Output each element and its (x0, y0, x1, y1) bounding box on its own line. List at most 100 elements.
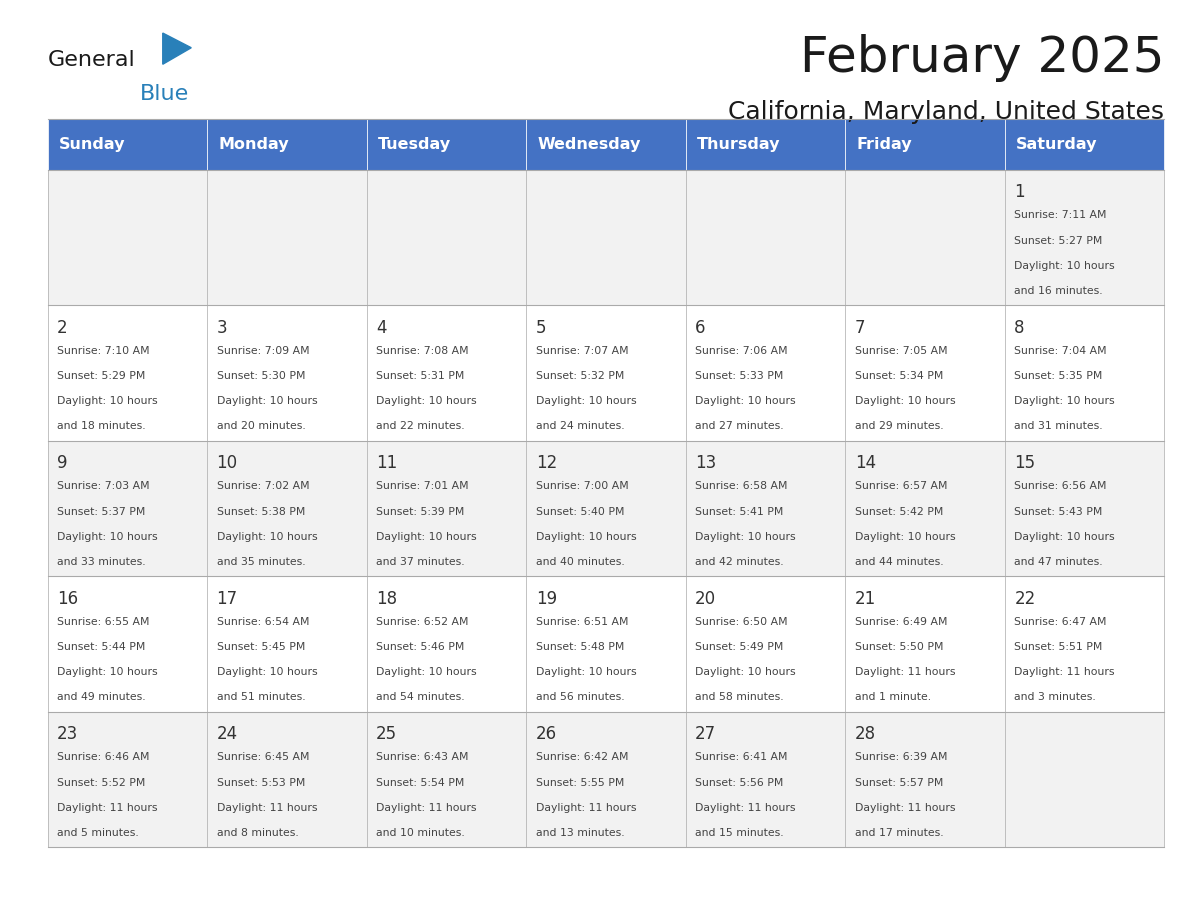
Text: and 44 minutes.: and 44 minutes. (854, 556, 943, 566)
Text: Daylight: 11 hours: Daylight: 11 hours (216, 802, 317, 812)
Text: Daylight: 10 hours: Daylight: 10 hours (536, 396, 637, 406)
Text: and 37 minutes.: and 37 minutes. (377, 556, 465, 566)
Text: and 8 minutes.: and 8 minutes. (216, 828, 298, 837)
Text: Sunset: 5:43 PM: Sunset: 5:43 PM (1015, 507, 1102, 517)
Text: Daylight: 10 hours: Daylight: 10 hours (377, 396, 476, 406)
Text: Sunrise: 6:39 AM: Sunrise: 6:39 AM (854, 753, 947, 763)
Text: Sunset: 5:31 PM: Sunset: 5:31 PM (377, 371, 465, 381)
Text: Sunset: 5:27 PM: Sunset: 5:27 PM (1015, 236, 1102, 245)
Text: Thursday: Thursday (697, 137, 781, 152)
Text: Sunset: 5:51 PM: Sunset: 5:51 PM (1015, 642, 1102, 652)
FancyBboxPatch shape (48, 170, 1164, 306)
Text: and 56 minutes.: and 56 minutes. (536, 692, 625, 702)
Text: Sunset: 5:53 PM: Sunset: 5:53 PM (216, 778, 305, 788)
Text: and 5 minutes.: and 5 minutes. (57, 828, 139, 837)
Text: and 15 minutes.: and 15 minutes. (695, 828, 784, 837)
Text: 13: 13 (695, 454, 716, 473)
Text: Sunrise: 6:54 AM: Sunrise: 6:54 AM (216, 617, 309, 627)
Text: and 16 minutes.: and 16 minutes. (1015, 285, 1102, 296)
Text: Wednesday: Wednesday (537, 137, 640, 152)
Text: and 51 minutes.: and 51 minutes. (216, 692, 305, 702)
Text: Daylight: 11 hours: Daylight: 11 hours (1015, 667, 1114, 677)
Text: Sunrise: 7:06 AM: Sunrise: 7:06 AM (695, 346, 788, 356)
Text: Sunset: 5:49 PM: Sunset: 5:49 PM (695, 642, 784, 652)
Text: Daylight: 10 hours: Daylight: 10 hours (854, 396, 955, 406)
Text: Sunrise: 7:01 AM: Sunrise: 7:01 AM (377, 481, 469, 491)
Text: Sunset: 5:56 PM: Sunset: 5:56 PM (695, 778, 784, 788)
Text: General: General (48, 50, 135, 70)
Text: and 13 minutes.: and 13 minutes. (536, 828, 625, 837)
Text: 15: 15 (1015, 454, 1036, 473)
FancyBboxPatch shape (48, 441, 1164, 577)
Text: 18: 18 (377, 590, 397, 608)
Text: Sunrise: 7:10 AM: Sunrise: 7:10 AM (57, 346, 150, 356)
FancyBboxPatch shape (685, 119, 845, 170)
Text: Daylight: 10 hours: Daylight: 10 hours (216, 532, 317, 542)
FancyBboxPatch shape (207, 119, 367, 170)
Text: Sunset: 5:44 PM: Sunset: 5:44 PM (57, 642, 145, 652)
Text: and 17 minutes.: and 17 minutes. (854, 828, 943, 837)
Text: Sunrise: 6:41 AM: Sunrise: 6:41 AM (695, 753, 788, 763)
Text: 1: 1 (1015, 184, 1025, 201)
Text: and 42 minutes.: and 42 minutes. (695, 556, 784, 566)
Text: Sunset: 5:33 PM: Sunset: 5:33 PM (695, 371, 784, 381)
Text: Sunset: 5:52 PM: Sunset: 5:52 PM (57, 778, 145, 788)
Text: and 33 minutes.: and 33 minutes. (57, 556, 146, 566)
Text: Daylight: 11 hours: Daylight: 11 hours (536, 802, 637, 812)
Text: Daylight: 11 hours: Daylight: 11 hours (57, 802, 158, 812)
Text: Tuesday: Tuesday (378, 137, 451, 152)
Text: Sunset: 5:46 PM: Sunset: 5:46 PM (377, 642, 465, 652)
Text: Sunrise: 7:08 AM: Sunrise: 7:08 AM (377, 346, 469, 356)
Text: Daylight: 10 hours: Daylight: 10 hours (377, 667, 476, 677)
Text: Sunday: Sunday (58, 137, 125, 152)
Text: Sunrise: 6:47 AM: Sunrise: 6:47 AM (1015, 617, 1107, 627)
Text: Daylight: 11 hours: Daylight: 11 hours (854, 667, 955, 677)
FancyBboxPatch shape (48, 711, 1164, 847)
Text: Monday: Monday (219, 137, 289, 152)
Text: Sunset: 5:45 PM: Sunset: 5:45 PM (216, 642, 305, 652)
Text: Sunset: 5:38 PM: Sunset: 5:38 PM (216, 507, 305, 517)
Text: Daylight: 10 hours: Daylight: 10 hours (536, 667, 637, 677)
Text: 26: 26 (536, 725, 557, 744)
Text: Sunset: 5:57 PM: Sunset: 5:57 PM (854, 778, 943, 788)
FancyBboxPatch shape (48, 119, 207, 170)
Text: Sunrise: 7:00 AM: Sunrise: 7:00 AM (536, 481, 628, 491)
Text: 17: 17 (216, 590, 238, 608)
Text: Daylight: 10 hours: Daylight: 10 hours (1015, 261, 1114, 271)
Text: Sunrise: 7:09 AM: Sunrise: 7:09 AM (216, 346, 309, 356)
Text: Sunrise: 7:02 AM: Sunrise: 7:02 AM (216, 481, 309, 491)
Text: Sunset: 5:37 PM: Sunset: 5:37 PM (57, 507, 145, 517)
Text: 23: 23 (57, 725, 78, 744)
Text: Friday: Friday (857, 137, 912, 152)
Text: 19: 19 (536, 590, 557, 608)
Text: Sunrise: 6:46 AM: Sunrise: 6:46 AM (57, 753, 150, 763)
Text: Daylight: 10 hours: Daylight: 10 hours (57, 396, 158, 406)
FancyBboxPatch shape (845, 119, 1005, 170)
Text: and 54 minutes.: and 54 minutes. (377, 692, 465, 702)
Text: and 29 minutes.: and 29 minutes. (854, 421, 943, 431)
Text: 28: 28 (854, 725, 876, 744)
Text: Sunrise: 7:11 AM: Sunrise: 7:11 AM (1015, 210, 1107, 220)
Text: Daylight: 11 hours: Daylight: 11 hours (377, 802, 476, 812)
Text: Sunrise: 6:55 AM: Sunrise: 6:55 AM (57, 617, 150, 627)
Text: and 22 minutes.: and 22 minutes. (377, 421, 465, 431)
Text: Sunrise: 6:49 AM: Sunrise: 6:49 AM (854, 617, 947, 627)
Text: and 10 minutes.: and 10 minutes. (377, 828, 465, 837)
Text: Sunrise: 7:03 AM: Sunrise: 7:03 AM (57, 481, 150, 491)
Text: 4: 4 (377, 319, 386, 337)
Text: and 3 minutes.: and 3 minutes. (1015, 692, 1097, 702)
Text: and 40 minutes.: and 40 minutes. (536, 556, 625, 566)
Text: 6: 6 (695, 319, 706, 337)
Text: Daylight: 10 hours: Daylight: 10 hours (216, 396, 317, 406)
Text: Sunset: 5:41 PM: Sunset: 5:41 PM (695, 507, 784, 517)
Text: Sunset: 5:54 PM: Sunset: 5:54 PM (377, 778, 465, 788)
FancyBboxPatch shape (526, 119, 685, 170)
Text: and 18 minutes.: and 18 minutes. (57, 421, 146, 431)
Text: Sunset: 5:48 PM: Sunset: 5:48 PM (536, 642, 624, 652)
Text: Blue: Blue (140, 84, 189, 104)
Text: Daylight: 10 hours: Daylight: 10 hours (854, 532, 955, 542)
Text: 24: 24 (216, 725, 238, 744)
Polygon shape (163, 33, 191, 64)
FancyBboxPatch shape (1005, 119, 1164, 170)
Text: 7: 7 (854, 319, 865, 337)
